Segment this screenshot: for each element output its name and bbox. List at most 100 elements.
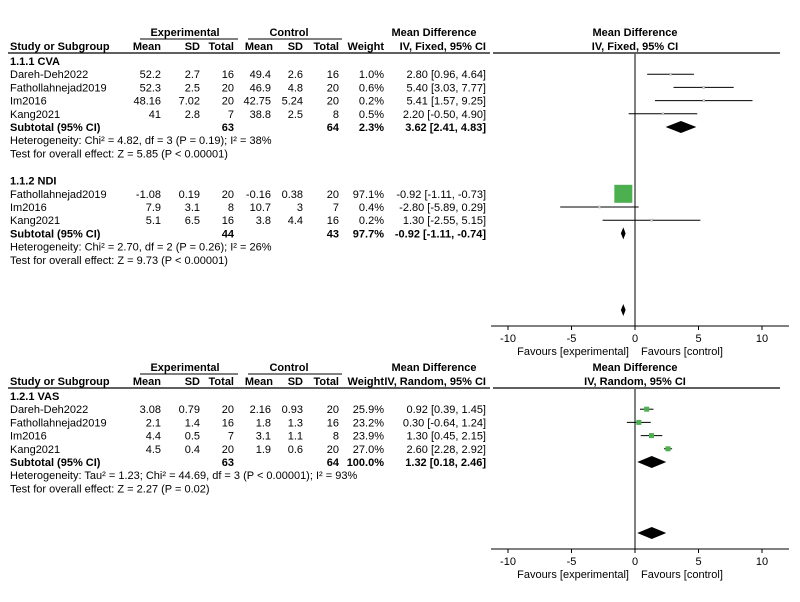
e-sd-cell: 0.4 bbox=[185, 444, 200, 456]
weight-cell: 0.5% bbox=[359, 109, 384, 121]
c-total-header: Total bbox=[314, 376, 339, 388]
e-total-cell: 20 bbox=[222, 189, 234, 201]
c-mean-cell: 38.8 bbox=[250, 109, 271, 121]
e-sd-cell: 3.1 bbox=[185, 202, 200, 214]
effect-square bbox=[644, 406, 650, 412]
subtotal-ci: -0.92 [-1.11, -0.74] bbox=[395, 228, 486, 240]
x-tick-label: -5 bbox=[567, 556, 577, 568]
c-mean-cell: 10.7 bbox=[250, 202, 271, 214]
e-mean-cell: 4.5 bbox=[146, 444, 161, 456]
x-tick-label: 5 bbox=[695, 556, 701, 568]
c-sd-header: SD bbox=[288, 41, 303, 53]
c-total-cell: 16 bbox=[327, 215, 339, 227]
ci-cell: 5.40 [3.03, 7.77] bbox=[406, 82, 486, 94]
c-sd-cell: 0.6 bbox=[288, 444, 303, 456]
weight-cell: 97.1% bbox=[353, 189, 384, 201]
heterogeneity-text: Heterogeneity: Chi² = 2.70, df = 2 (P = … bbox=[10, 242, 272, 254]
study-name: Dareh-Deh2022 bbox=[10, 69, 88, 81]
e-total-cell: 7 bbox=[228, 109, 234, 121]
e-mean-cell: 48.16 bbox=[133, 96, 161, 108]
overall-effect-text: Test for overall effect: Z = 5.85 (P < 0… bbox=[10, 148, 228, 160]
c-mean-header: Mean bbox=[245, 376, 273, 388]
subtotal-diamond bbox=[637, 456, 667, 468]
e-sd-cell: 2.8 bbox=[185, 109, 200, 121]
total-diamond bbox=[637, 527, 667, 539]
c-mean-header: Mean bbox=[245, 41, 273, 53]
e-sd-cell: 7.02 bbox=[179, 96, 200, 108]
favours-experimental-label: Favours [experimental] bbox=[517, 569, 629, 581]
study-name: Im2016 bbox=[10, 202, 47, 214]
e-sd-cell: 2.7 bbox=[185, 69, 200, 81]
effect-square bbox=[614, 184, 633, 203]
heterogeneity-text: Heterogeneity: Tau² = 1.23; Chi² = 44.69… bbox=[10, 470, 357, 482]
study-name: Im2016 bbox=[10, 431, 47, 443]
e-mean-cell: 7.9 bbox=[146, 202, 161, 214]
weight-cell: 0.6% bbox=[359, 82, 384, 94]
md-header-left: Mean Difference bbox=[392, 362, 477, 374]
subtotal-e-total: 44 bbox=[222, 228, 235, 240]
ci-cell: 2.60 [2.28, 2.92] bbox=[406, 444, 486, 456]
ci-cell: 2.20 [-0.50, 4.90] bbox=[403, 109, 486, 121]
c-sd-cell: 0.93 bbox=[282, 404, 303, 416]
study-name: Fathollahnejad2019 bbox=[10, 417, 107, 429]
md-header-right: Mean Difference bbox=[593, 27, 678, 39]
study-name: Kang2021 bbox=[10, 109, 60, 121]
total-diamond bbox=[620, 304, 626, 316]
c-sd-header: SD bbox=[288, 376, 303, 388]
method-header-right: IV, Random, 95% CI bbox=[584, 376, 686, 388]
overall-effect-text: Test for overall effect: Z = 2.27 (P = 0… bbox=[10, 483, 210, 495]
study-name: Kang2021 bbox=[10, 215, 60, 227]
subgroup-title: 1.1.1 CVA bbox=[10, 56, 60, 68]
effect-square bbox=[650, 218, 653, 222]
c-sd-cell: 3 bbox=[297, 202, 303, 214]
c-mean-cell: 49.4 bbox=[250, 69, 271, 81]
ci-cell: 5.41 [1.57, 9.25] bbox=[406, 96, 486, 108]
c-total-cell: 20 bbox=[327, 96, 339, 108]
ci-cell: -0.92 [-1.11, -0.73] bbox=[396, 189, 486, 201]
study-header: Study or Subgroup bbox=[10, 376, 110, 388]
control-header: Control bbox=[269, 362, 308, 374]
subtotal-weight: 2.3% bbox=[359, 122, 384, 134]
study-name: Fathollahnejad2019 bbox=[10, 189, 107, 201]
favours-experimental-label: Favours [experimental] bbox=[517, 346, 629, 358]
x-tick-label: 10 bbox=[756, 333, 768, 345]
subtotal-label: Subtotal (95% CI) bbox=[10, 228, 101, 240]
c-total-cell: 20 bbox=[327, 189, 339, 201]
c-total-cell: 16 bbox=[327, 69, 339, 81]
c-mean-cell: 42.75 bbox=[243, 96, 271, 108]
e-mean-cell: 41 bbox=[149, 109, 161, 121]
subtotal-weight: 97.7% bbox=[353, 228, 384, 240]
c-total-cell: 8 bbox=[333, 109, 339, 121]
e-total-cell: 20 bbox=[222, 404, 234, 416]
c-mean-cell: 46.9 bbox=[250, 82, 271, 94]
x-tick-label: -10 bbox=[500, 556, 516, 568]
effect-square bbox=[702, 99, 705, 102]
weight-cell: 0.4% bbox=[359, 202, 384, 214]
c-sd-cell: 0.38 bbox=[282, 189, 303, 201]
weight-cell: 0.2% bbox=[359, 96, 384, 108]
ci-cell: -2.80 [-5.89, 0.29] bbox=[399, 202, 486, 214]
e-mean-cell: 52.3 bbox=[140, 82, 161, 94]
effect-square bbox=[669, 72, 672, 76]
weight-header: Weight bbox=[348, 376, 385, 388]
c-sd-cell: 2.5 bbox=[288, 109, 303, 121]
c-sd-cell: 2.6 bbox=[288, 69, 303, 81]
e-total-cell: 20 bbox=[222, 82, 234, 94]
weight-cell: 0.2% bbox=[359, 215, 384, 227]
effect-square bbox=[598, 205, 601, 209]
c-mean-cell: 1.8 bbox=[256, 417, 271, 429]
control-header: Control bbox=[269, 27, 308, 39]
c-sd-cell: 4.8 bbox=[288, 82, 303, 94]
md-header-right: Mean Difference bbox=[593, 362, 678, 374]
effect-square bbox=[702, 86, 705, 89]
experimental-header: Experimental bbox=[150, 27, 219, 39]
c-mean-cell: 3.8 bbox=[256, 215, 271, 227]
e-sd-cell: 0.79 bbox=[179, 404, 200, 416]
e-total-cell: 20 bbox=[222, 444, 234, 456]
c-mean-cell: 1.9 bbox=[256, 444, 271, 456]
subtotal-ci: 1.32 [0.18, 2.46] bbox=[405, 457, 486, 469]
c-sd-cell: 4.4 bbox=[288, 215, 303, 227]
weight-header: Weight bbox=[348, 41, 385, 53]
subgroup-title: 1.1.2 NDI bbox=[10, 176, 56, 188]
subtotal-label: Subtotal (95% CI) bbox=[10, 457, 101, 469]
